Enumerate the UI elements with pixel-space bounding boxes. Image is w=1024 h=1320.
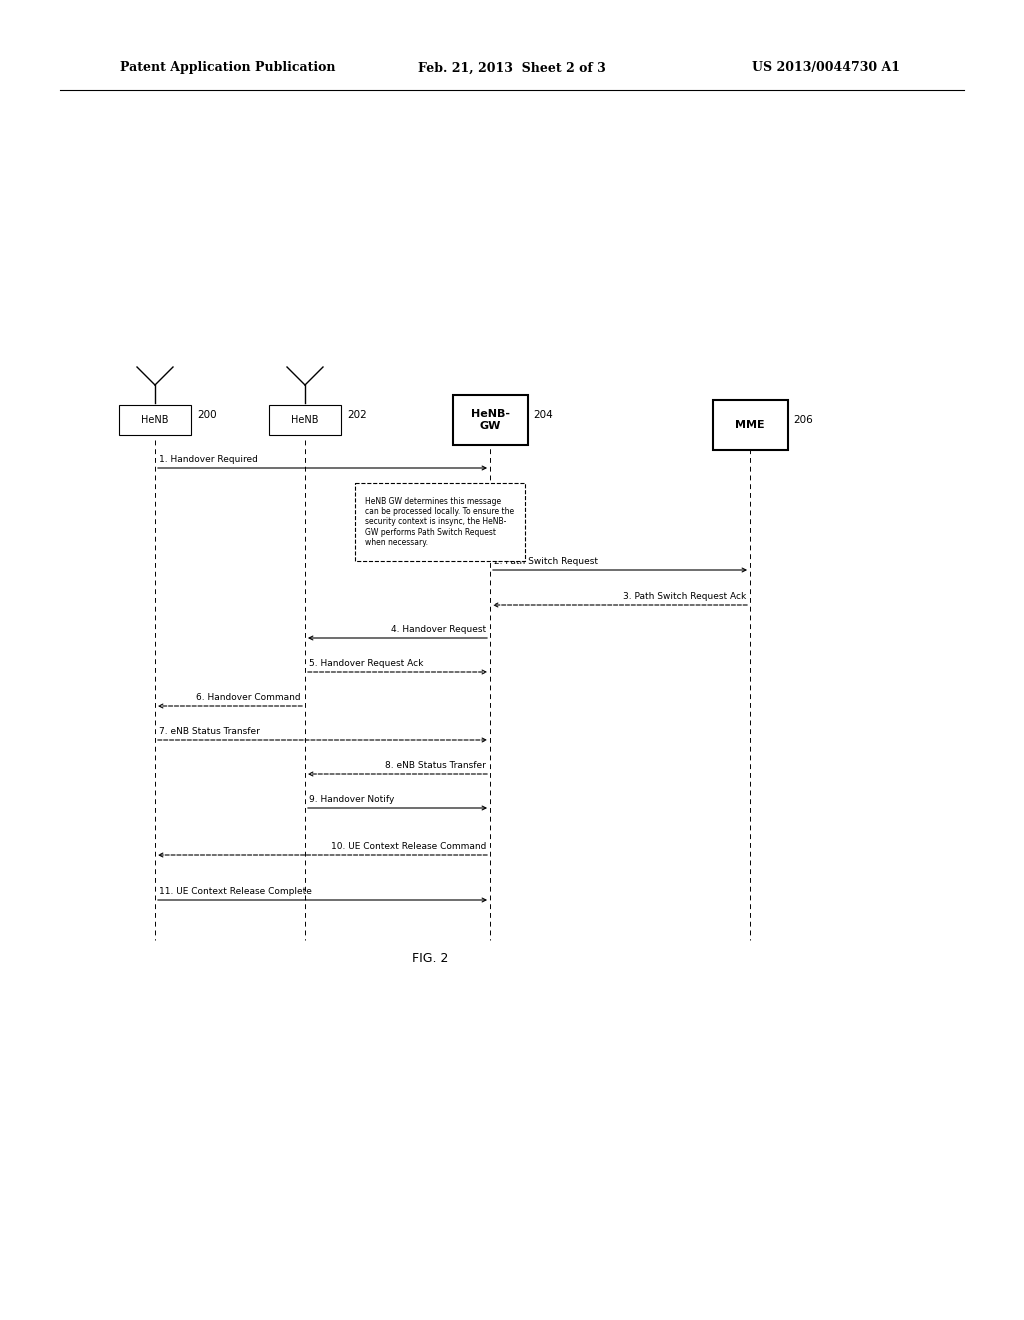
Text: MME: MME [735,420,765,430]
Text: 11. UE Context Release Complete: 11. UE Context Release Complete [159,887,312,896]
Text: 200: 200 [197,411,217,420]
Text: Patent Application Publication: Patent Application Publication [120,62,336,74]
Bar [713,400,787,450]
Text: 5. Handover Request Ack: 5. Handover Request Ack [309,659,423,668]
Text: 9. Handover Notify: 9. Handover Notify [309,795,394,804]
Bar [355,483,525,561]
Text: HeNB: HeNB [291,414,318,425]
Text: 1. Handover Required: 1. Handover Required [159,455,258,465]
Bar [453,395,527,445]
Text: FIG. 2: FIG. 2 [412,952,449,965]
Text: HeNB-
GW: HeNB- GW [470,409,510,430]
Text: 8. eNB Status Transfer: 8. eNB Status Transfer [385,762,486,770]
Text: 7. eNB Status Transfer: 7. eNB Status Transfer [159,727,260,737]
Text: 202: 202 [347,411,367,420]
Text: HeNB GW determines this message
can be processed locally. To ensure the
security: HeNB GW determines this message can be p… [366,496,515,548]
Text: 4. Handover Request: 4. Handover Request [391,624,486,634]
Text: 2. Path Switch Request: 2. Path Switch Request [494,557,598,566]
Text: Feb. 21, 2013  Sheet 2 of 3: Feb. 21, 2013 Sheet 2 of 3 [418,62,606,74]
Bar [269,405,341,436]
Text: 10. UE Context Release Command: 10. UE Context Release Command [331,842,486,851]
Text: US 2013/0044730 A1: US 2013/0044730 A1 [752,62,900,74]
Text: HeNB: HeNB [141,414,169,425]
Bar [119,405,191,436]
Text: 6. Handover Command: 6. Handover Command [197,693,301,702]
Text: 3. Path Switch Request Ack: 3. Path Switch Request Ack [623,591,746,601]
Text: 204: 204 [534,411,553,420]
Text: 206: 206 [794,414,813,425]
